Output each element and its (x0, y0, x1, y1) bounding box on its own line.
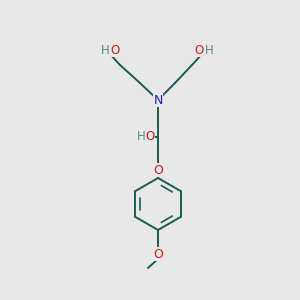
Text: O: O (153, 164, 163, 176)
Text: H: H (100, 44, 109, 56)
Text: O: O (194, 44, 204, 56)
Text: H: H (205, 44, 213, 56)
Text: N: N (153, 94, 163, 106)
Text: O: O (110, 44, 120, 56)
Text: O: O (146, 130, 154, 142)
Text: H: H (136, 130, 146, 142)
Text: O: O (153, 248, 163, 260)
